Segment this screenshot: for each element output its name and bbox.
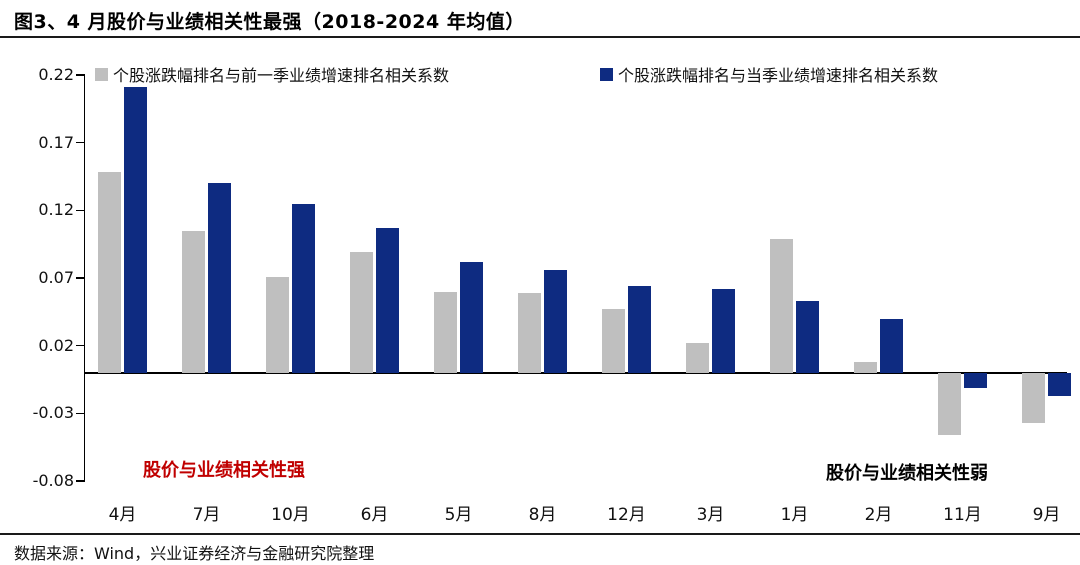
x-axis-label-3月: 3月 bbox=[696, 505, 725, 525]
y-axis-tick-label: 0.17 bbox=[38, 132, 74, 152]
x-axis-label-11月: 11月 bbox=[943, 505, 982, 525]
bar-curr-10月 bbox=[292, 203, 315, 373]
x-axis-label-12月: 12月 bbox=[607, 505, 646, 525]
chart-title: 图3、4 月股价与业绩相关性最强（2018-2024 年均值） bbox=[14, 11, 525, 33]
y-axis-tick-label: -0.08 bbox=[32, 471, 74, 490]
bar-prev-10月 bbox=[266, 276, 289, 373]
y-axis-tick-label: 0.12 bbox=[38, 200, 74, 220]
y-axis-tick-label: 0.22 bbox=[38, 65, 74, 84]
x-axis-label-9月: 9月 bbox=[1032, 505, 1061, 525]
y-axis-tick bbox=[76, 344, 85, 347]
bar-curr-5月 bbox=[460, 261, 483, 373]
bar-prev-8月 bbox=[518, 292, 541, 373]
bar-curr-1月 bbox=[796, 301, 819, 373]
bar-prev-5月 bbox=[434, 291, 457, 373]
footer-divider bbox=[0, 533, 1080, 535]
legend-entry-current-quarter: 个股涨跌幅排名与当季业绩增速排名相关系数 bbox=[600, 62, 938, 86]
bar-prev-11月 bbox=[938, 372, 961, 435]
bar-curr-7月 bbox=[208, 183, 231, 373]
x-axis-label-1月: 1月 bbox=[780, 505, 809, 525]
bar-curr-9月 bbox=[1048, 372, 1071, 396]
bar-prev-1月 bbox=[770, 238, 793, 373]
y-axis-tick bbox=[76, 480, 85, 482]
bar-prev-3月 bbox=[686, 342, 709, 373]
x-axis-label-2月: 2月 bbox=[864, 505, 893, 525]
legend-label-current-quarter: 个股涨跌幅排名与当季业绩增速排名相关系数 bbox=[618, 66, 939, 85]
bar-curr-4月 bbox=[124, 87, 147, 373]
x-axis-label-10月: 10月 bbox=[271, 505, 310, 525]
bar-curr-3月 bbox=[712, 288, 735, 373]
bar-prev-2月 bbox=[854, 361, 877, 373]
bar-curr-11月 bbox=[964, 372, 987, 388]
bar-curr-6月 bbox=[376, 227, 399, 373]
x-axis-label-4月: 4月 bbox=[108, 505, 137, 525]
bar-prev-9月 bbox=[1022, 372, 1045, 423]
legend-label-prev-quarter: 个股涨跌幅排名与前一季业绩增速排名相关系数 bbox=[113, 66, 450, 85]
bar-curr-8月 bbox=[544, 269, 567, 373]
x-axis-label-6月: 6月 bbox=[360, 505, 389, 525]
bar-prev-6月 bbox=[350, 252, 373, 373]
y-axis-tick bbox=[76, 412, 85, 415]
y-axis-tick bbox=[76, 74, 85, 76]
bar-curr-12月 bbox=[628, 286, 651, 373]
annotation-strong-correlation: 股价与业绩相关性强 bbox=[143, 460, 305, 481]
annotation-weak-correlation: 股价与业绩相关性弱 bbox=[826, 463, 988, 484]
x-axis-label-8月: 8月 bbox=[528, 505, 557, 525]
data-source-note: 数据来源：Wind，兴业证券经济与金融研究院整理 bbox=[14, 544, 375, 563]
legend-swatch-gray bbox=[95, 67, 108, 81]
y-axis-tick bbox=[76, 141, 85, 144]
bar-curr-2月 bbox=[880, 318, 903, 373]
y-axis-tick-label: 0.02 bbox=[38, 335, 74, 355]
x-axis-baseline bbox=[85, 371, 1067, 374]
bar-prev-12月 bbox=[602, 309, 625, 373]
y-axis-tick-label: -0.03 bbox=[32, 403, 74, 423]
bar-prev-4月 bbox=[98, 172, 121, 373]
y-axis-tick bbox=[76, 277, 85, 279]
y-axis-tick-label: 0.07 bbox=[38, 268, 74, 287]
legend-entry-prev-quarter: 个股涨跌幅排名与前一季业绩增速排名相关系数 bbox=[95, 62, 449, 86]
legend-swatch-navy bbox=[600, 67, 613, 81]
y-axis-tick bbox=[76, 209, 85, 212]
title-divider bbox=[0, 36, 1080, 38]
x-axis-label-5月: 5月 bbox=[444, 505, 473, 525]
bar-prev-7月 bbox=[182, 230, 205, 373]
x-axis-label-7月: 7月 bbox=[192, 505, 221, 525]
